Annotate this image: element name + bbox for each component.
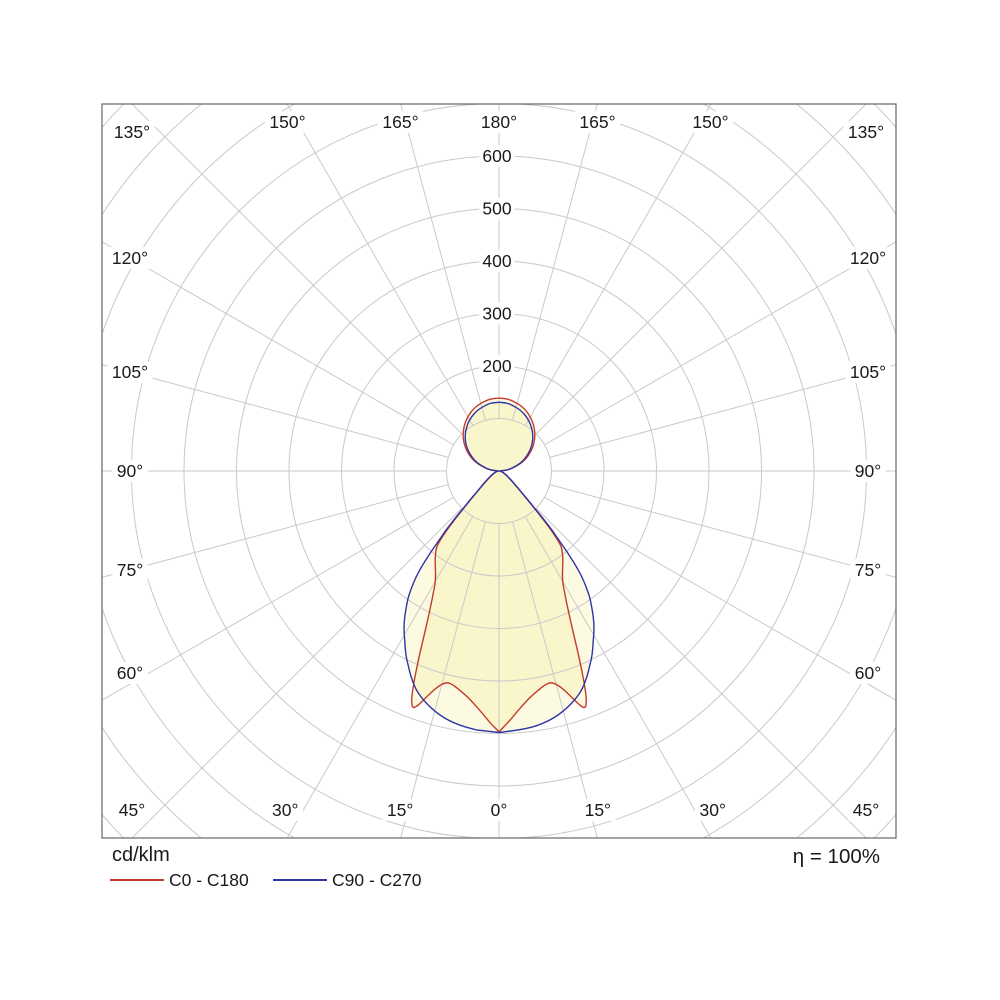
angle-label: 90° <box>855 461 881 481</box>
angle-label: 30° <box>272 800 298 820</box>
angle-label-bg <box>580 799 616 821</box>
angle-label: 165° <box>382 112 418 132</box>
angle-label-bg <box>112 559 148 581</box>
angle-label: 135° <box>848 122 884 142</box>
angle-label: 0° <box>491 800 508 820</box>
angle-label: 45° <box>119 800 145 820</box>
angle-label-bg <box>845 247 891 269</box>
radial-tick-label: 400 <box>482 251 511 271</box>
grid-ray <box>286 516 474 838</box>
angle-label: 150° <box>692 112 728 132</box>
grid-ray <box>524 516 712 838</box>
angle-label: 120° <box>112 248 148 268</box>
angle-label-bg <box>112 460 148 482</box>
angle-label-bg <box>843 121 889 143</box>
angle-label: 150° <box>269 112 305 132</box>
grid-ray <box>102 241 454 446</box>
radial-tick-label: 500 <box>482 199 511 219</box>
unit-label: cd/klm <box>112 844 170 866</box>
angle-label: 75° <box>855 560 881 580</box>
radial-tick-label: 300 <box>482 304 511 324</box>
angle-label-bg <box>695 799 731 821</box>
legend-line-c0-icon <box>110 879 164 881</box>
grid-ray <box>535 507 867 838</box>
grid-ray <box>131 507 463 838</box>
grid-ray <box>400 104 486 421</box>
radial-tick-label: 600 <box>482 146 511 166</box>
grid-ray <box>544 241 896 446</box>
radial-tick-label-bg <box>479 250 515 272</box>
angle-label-bg <box>107 361 153 383</box>
angle-label-bg <box>112 662 148 684</box>
angle-label: 90° <box>117 461 143 481</box>
angle-label-bg <box>850 662 886 684</box>
angle-label: 15° <box>585 800 611 820</box>
grid-ray <box>131 104 463 435</box>
grid-ray <box>286 104 474 426</box>
angle-label-bg <box>377 111 424 133</box>
efficiency-label: η = 100% <box>792 845 880 868</box>
legend-entry-c0: C0 - C180 <box>169 870 249 890</box>
angle-label-bg <box>687 111 734 133</box>
angle-label: 60° <box>855 663 881 683</box>
grid-ray <box>512 104 598 421</box>
angle-label-bg <box>382 799 418 821</box>
angle-label-bg <box>848 799 884 821</box>
angle-label: 105° <box>112 362 148 382</box>
curve-c0-c180 <box>411 397 587 733</box>
angle-label: 30° <box>699 800 725 820</box>
grid-ray <box>544 496 896 701</box>
curve-c90-c270 <box>403 401 595 734</box>
plot-frame <box>101 103 897 839</box>
angle-label: 45° <box>853 800 879 820</box>
angle-label-bg <box>574 111 621 133</box>
grid-ray <box>549 484 896 578</box>
grid-ray <box>524 104 712 426</box>
angle-label-bg <box>264 111 311 133</box>
radial-tick-label-bg <box>479 145 515 167</box>
legend-entry-c90: C90 - C270 <box>332 870 422 890</box>
grid-ray <box>549 364 896 458</box>
radial-tick-label: 200 <box>482 356 511 376</box>
angle-label: 165° <box>579 112 615 132</box>
angle-label-bg <box>476 111 522 133</box>
radial-tick-label-bg <box>479 355 515 377</box>
grid-ray <box>400 521 486 838</box>
grid-ray <box>102 484 449 578</box>
angle-label: 135° <box>114 122 150 142</box>
angle-label: 180° <box>481 112 517 132</box>
radial-tick-label-bg <box>479 197 515 220</box>
legend-line-c90-icon <box>273 879 327 881</box>
angle-label-bg <box>267 799 303 821</box>
angle-label-bg <box>109 121 155 143</box>
angle-label: 75° <box>117 560 143 580</box>
angle-label: 120° <box>850 248 886 268</box>
angle-label-bg <box>850 460 886 482</box>
angle-label-bg <box>114 799 150 821</box>
angle-label-bg <box>486 799 512 821</box>
grid-ray <box>102 364 449 458</box>
grid-ray <box>512 521 598 838</box>
angle-label: 105° <box>850 362 886 382</box>
angle-label: 15° <box>387 800 413 820</box>
angle-label-bg <box>850 559 886 581</box>
radial-tick-label-bg <box>479 302 515 325</box>
angle-label-bg <box>845 361 891 383</box>
grid-ray <box>102 496 454 701</box>
angle-label: 60° <box>117 663 143 683</box>
angle-label-bg <box>107 247 153 269</box>
grid-ray <box>535 104 867 435</box>
